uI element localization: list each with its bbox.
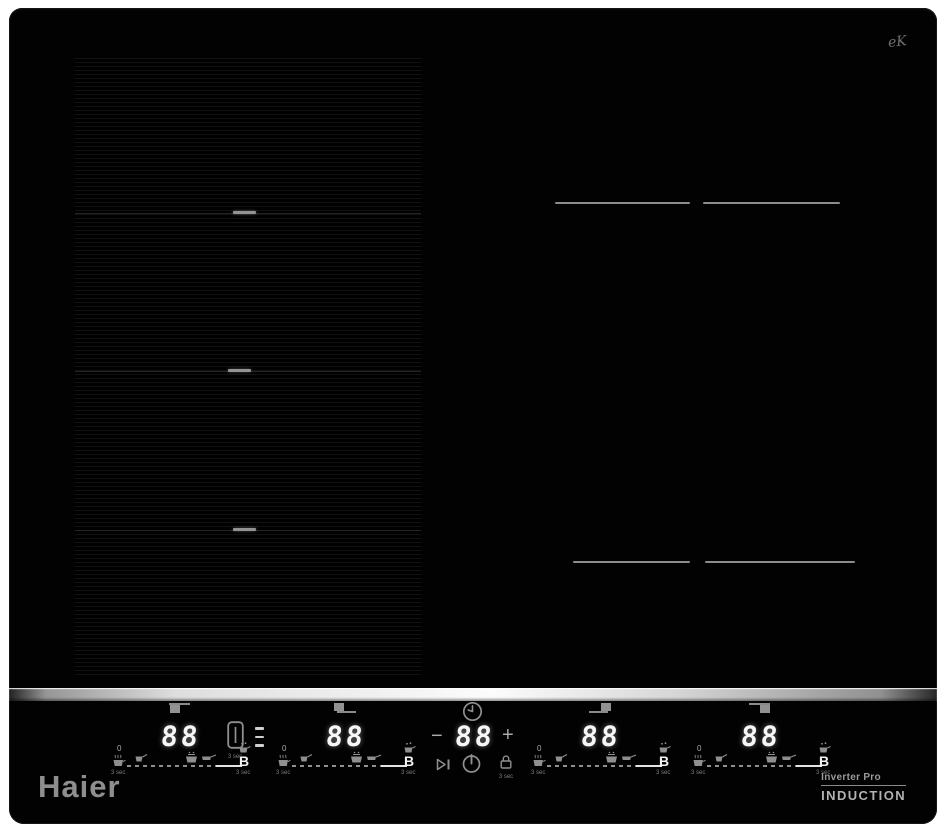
simmer-icon <box>349 751 364 763</box>
boost-button[interactable]: B <box>404 753 415 769</box>
lock-icon <box>498 754 514 770</box>
zero-label[interactable]: 0 <box>282 744 287 753</box>
slider-track-solid[interactable] <box>216 765 242 767</box>
simmer-icon <box>184 751 199 763</box>
timer-clock-icon <box>462 701 483 722</box>
slider-track-solid[interactable] <box>636 765 662 767</box>
zero-label[interactable]: 0 <box>537 744 542 753</box>
power-slider[interactable]: 0 3 sec B 3 sec <box>531 742 672 785</box>
stainless-trim <box>9 688 937 701</box>
boost-fry-icon <box>403 742 416 754</box>
flexi-zone-center-marker <box>233 211 256 214</box>
zone-module-rear-right: 88 0 3 sec B 3 sec <box>525 701 675 793</box>
timer-display: 88 <box>453 720 497 753</box>
power-slider[interactable]: 0 3 sec B 3 sec <box>111 742 252 785</box>
power-icon[interactable] <box>461 753 482 774</box>
cooking-zone-marker <box>573 561 690 563</box>
boost-fry-icon <box>238 742 251 754</box>
keep-warm-icon[interactable] <box>532 754 547 768</box>
slider-track-solid[interactable] <box>796 765 822 767</box>
flexi-zone-area <box>75 58 421 678</box>
zone-position-icon <box>169 703 191 716</box>
levels-icon[interactable] <box>255 727 264 753</box>
boost-fry-icon <box>658 742 671 754</box>
simmer-icon <box>604 751 619 763</box>
brand-logo: Haier <box>38 769 121 804</box>
keep-warm-icon[interactable] <box>277 754 292 768</box>
timer-minus-button[interactable]: − <box>431 725 443 747</box>
timer-module: − 88 + 3 sec <box>425 701 525 793</box>
keep-warm-icon[interactable] <box>112 754 127 768</box>
power-slider[interactable]: 0 3 sec B 3 sec <box>691 742 832 785</box>
flexi-zone-center-marker <box>233 528 256 531</box>
zone-position-icon <box>589 703 611 716</box>
boost-button[interactable]: B <box>239 753 250 769</box>
glass-brand-mark: eK <box>887 33 908 51</box>
hold-label: 3 sec <box>227 754 243 760</box>
slider-track-dashed[interactable] <box>127 765 216 767</box>
slider-track-dashed[interactable] <box>707 765 796 767</box>
melt-icon <box>554 752 568 763</box>
melt-icon <box>134 752 148 763</box>
timer-plus-button[interactable]: + <box>502 724 514 746</box>
badge-line1: Inverter Pro <box>821 772 906 786</box>
slider-track-dashed[interactable] <box>547 765 636 767</box>
zone-module-front-left: 88 3 sec 0 3 sec B 3 sec <box>105 701 270 793</box>
boost-button[interactable]: B <box>659 753 670 769</box>
hold-label: 3 sec <box>236 770 251 776</box>
boost-fry-icon <box>818 742 831 754</box>
hold-label: 3 sec <box>401 770 416 776</box>
slider-track-dashed[interactable] <box>292 765 381 767</box>
hold-label: 3 sec <box>691 770 706 776</box>
zero-label[interactable]: 0 <box>117 744 122 753</box>
badge-line2: INDUCTION <box>821 788 906 803</box>
cooking-zone-marker <box>705 561 855 563</box>
hold-label: 3 sec <box>111 770 126 776</box>
hold-label: 3 sec <box>276 770 291 776</box>
product-badge: Inverter Pro INDUCTION <box>821 772 906 803</box>
flexi-zone-center-marker <box>228 369 251 372</box>
pause-icon[interactable] <box>435 757 451 772</box>
zone-module-front-right: 88 0 3 sec B 3 sec <box>685 701 835 793</box>
zero-label[interactable]: 0 <box>697 744 702 753</box>
melt-icon <box>299 752 313 763</box>
slider-track-solid[interactable] <box>381 765 407 767</box>
flexi-bridge-icon <box>226 721 244 749</box>
flexi-bridge-button[interactable]: 3 sec <box>226 721 244 760</box>
power-slider[interactable]: 0 3 sec B 3 sec <box>276 742 417 785</box>
melt-icon <box>714 752 728 763</box>
hold-label: 3 sec <box>531 770 546 776</box>
fry-icon <box>201 752 217 761</box>
hold-label: 3 sec <box>656 770 671 776</box>
cooking-zone-marker <box>703 202 840 204</box>
lock-button[interactable]: 3 sec <box>497 754 515 780</box>
fry-icon <box>366 752 382 761</box>
zone-position-icon <box>334 703 356 716</box>
zone-module-rear-left: 88 0 3 sec B 3 sec <box>270 701 420 793</box>
zone-position-icon <box>749 703 771 716</box>
keep-warm-icon[interactable] <box>692 754 707 768</box>
fry-icon <box>781 752 797 761</box>
simmer-icon <box>764 751 779 763</box>
hold-label: 3 sec <box>816 770 831 776</box>
fry-icon <box>621 752 637 761</box>
boost-button[interactable]: B <box>819 753 830 769</box>
cooking-zone-marker <box>555 202 690 204</box>
hold-label: 3 sec <box>498 774 514 780</box>
